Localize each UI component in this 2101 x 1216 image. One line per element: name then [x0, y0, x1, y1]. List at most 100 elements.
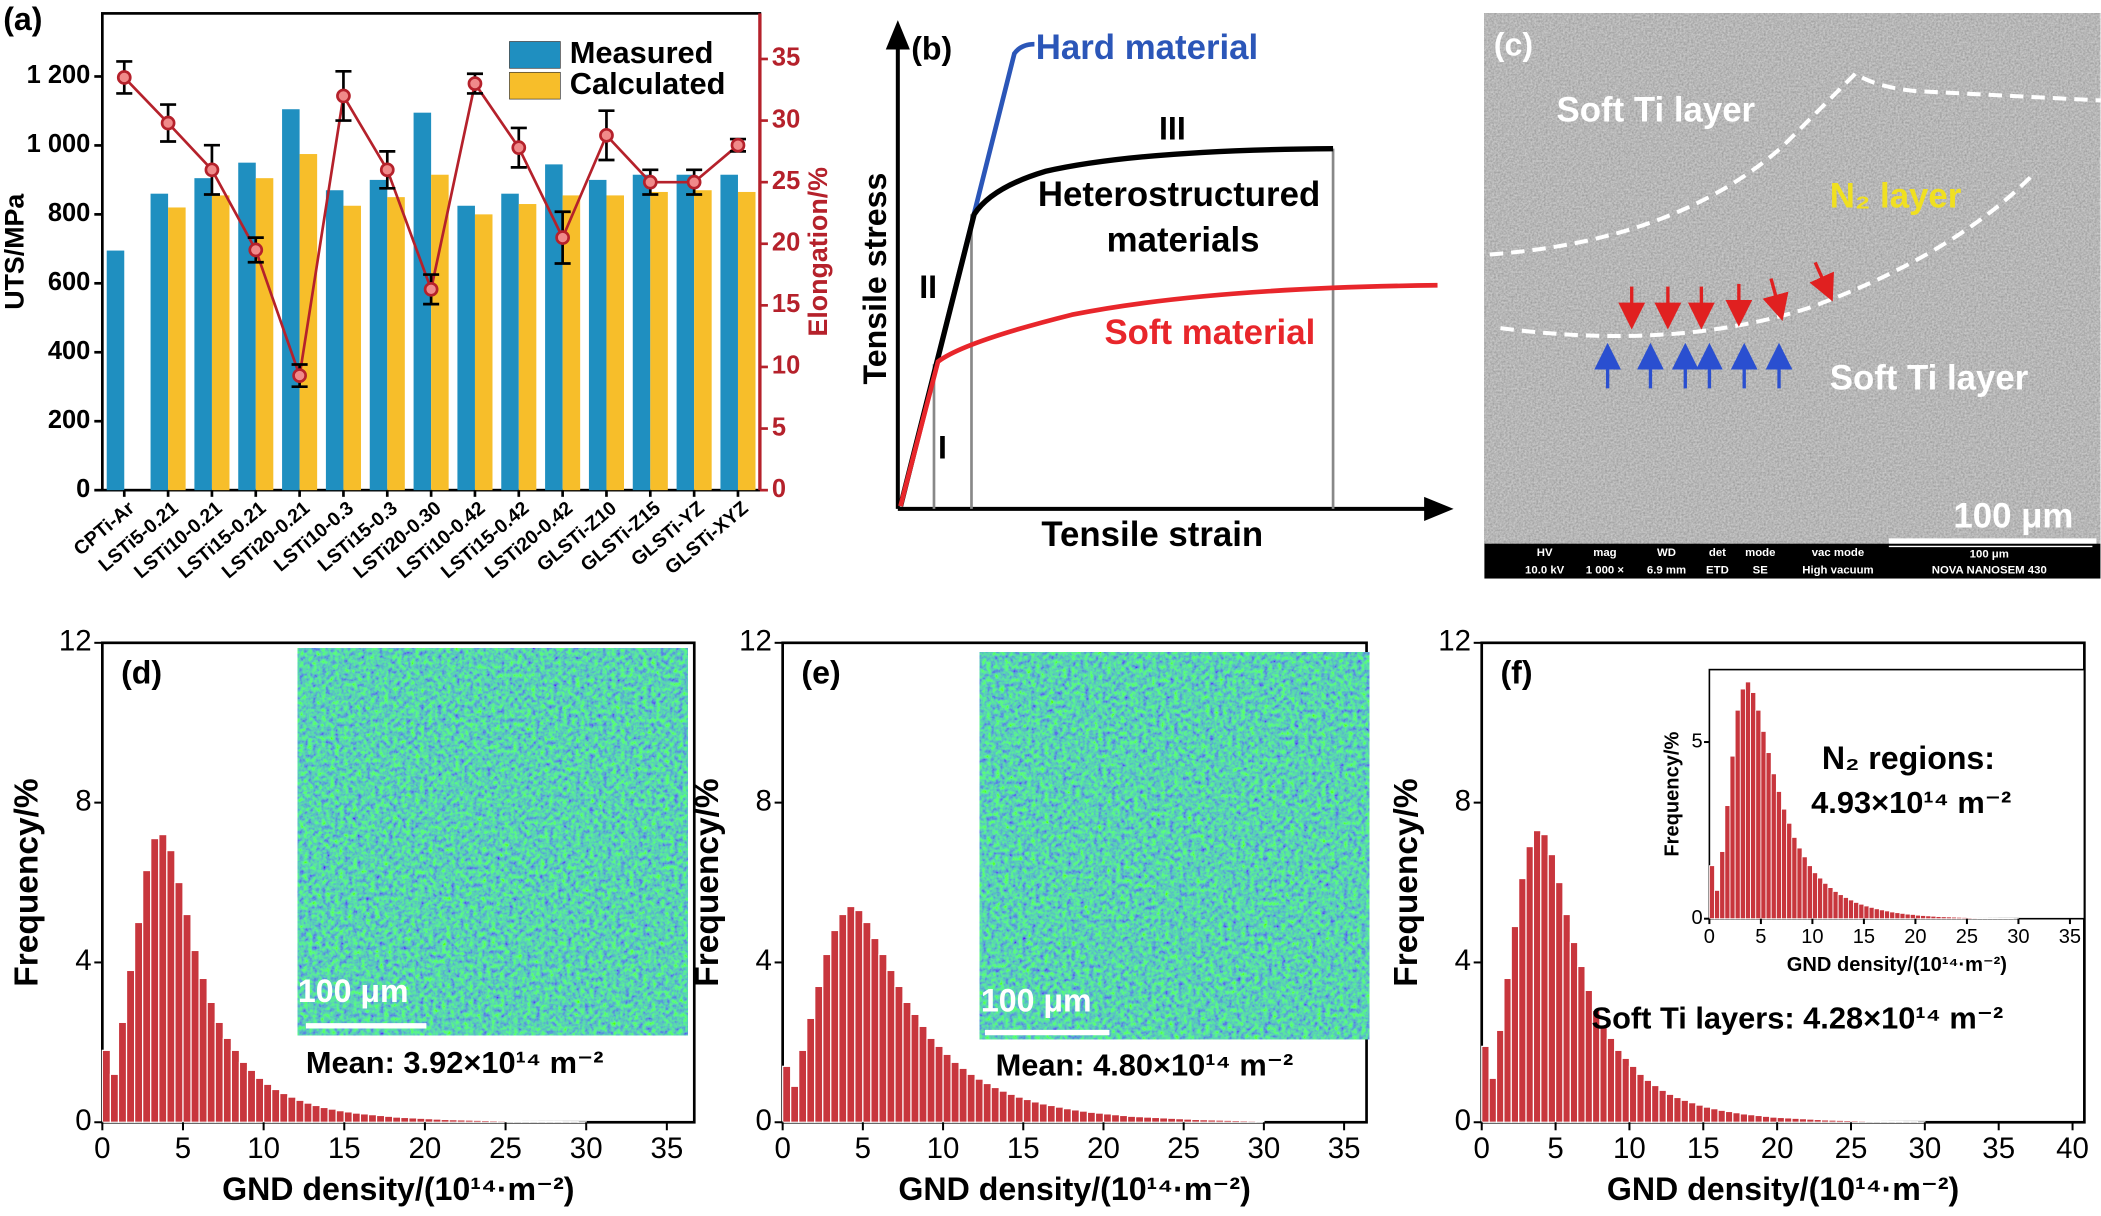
bar	[720, 174, 738, 491]
x-axis-label: GND density/(10¹⁴·m⁻²)	[222, 1171, 574, 1207]
hist-bar	[1889, 911, 1896, 920]
bar	[650, 191, 668, 491]
marker	[423, 281, 439, 297]
hist-bar	[1930, 915, 1937, 920]
y-axis-label: Frequency/%	[1388, 778, 1425, 986]
hist-bar	[1945, 916, 1952, 920]
hist-bar	[246, 1069, 257, 1123]
marker	[467, 76, 483, 91]
bar	[545, 164, 563, 491]
x-tick-label: 35	[1328, 1132, 1361, 1165]
hist-bar	[1191, 1118, 1201, 1123]
hist-bar	[472, 1119, 482, 1123]
x-axis-label: Tensile strain	[1041, 515, 1263, 554]
hist-bar	[214, 1021, 224, 1123]
hist-bar	[1207, 1119, 1217, 1123]
y-tick-label: 4	[1455, 944, 1471, 977]
hist-bar	[830, 929, 840, 1123]
hist-bar	[222, 1037, 232, 1123]
hist-bar	[1961, 917, 1968, 920]
bar	[238, 162, 256, 491]
hist-bar	[1175, 1118, 1185, 1123]
y2-tick-label: 15	[772, 290, 800, 318]
hist-bar	[375, 1114, 386, 1123]
hist-bar	[1006, 1093, 1016, 1123]
y-axis-label: Tensile stress	[857, 173, 893, 385]
hist-bar	[456, 1119, 466, 1123]
info-scale: 100 μm	[1970, 548, 2009, 560]
x-tick-label: 0	[94, 1132, 110, 1165]
hist-bar	[1046, 1104, 1056, 1123]
hist-bar	[383, 1115, 394, 1123]
hist-bar	[990, 1086, 1000, 1123]
hist-bar	[553, 1120, 563, 1123]
bar	[168, 207, 186, 491]
hist-bar	[1746, 1114, 1756, 1123]
soft-curve	[898, 282, 1438, 507]
x-axis-label: GND density/(10¹⁴·m⁻²)	[1607, 1171, 1959, 1207]
hist-bar	[1014, 1096, 1024, 1123]
x-tick-label: 15	[1687, 1132, 1720, 1165]
x-tick-label: 20	[409, 1132, 442, 1165]
marker	[730, 137, 746, 153]
arrow	[1424, 496, 1454, 521]
info-header: mode	[1745, 547, 1775, 559]
y-tick-label: 400	[48, 337, 90, 365]
hist-bar	[279, 1092, 289, 1123]
hist-bar	[287, 1096, 297, 1123]
hist-bar	[1837, 894, 1844, 920]
hist-bar	[1102, 1113, 1113, 1123]
hist-bar	[1796, 847, 1803, 920]
x-tick-label: 5	[855, 1132, 871, 1165]
hist-bar	[1801, 856, 1808, 920]
bar	[106, 250, 125, 491]
info-instrument: NOVA NANOSEM 430	[1932, 565, 2047, 577]
bar	[606, 195, 624, 491]
hist-bar	[1255, 1120, 1265, 1123]
hist-bar	[1062, 1108, 1073, 1123]
micrograph: (c) Soft Ti layer N₂ layer Soft Ti layer…	[1484, 13, 2101, 579]
hist-bar	[311, 1104, 321, 1123]
hist-bar	[1621, 1057, 1631, 1123]
hist-bar	[1884, 910, 1891, 920]
hist-bar	[1038, 1103, 1048, 1123]
hist-bar	[1078, 1110, 1089, 1123]
scale-bar	[1888, 538, 2097, 546]
y-tick-label: 0	[75, 1104, 91, 1137]
x-tick-label: 25	[1956, 926, 1978, 948]
hist-bar	[1606, 1037, 1616, 1123]
boundary	[1489, 71, 2101, 257]
hist-bar	[1850, 1120, 1859, 1123]
hist-bar	[782, 1065, 792, 1123]
hist-bar	[416, 1117, 426, 1123]
hist-bar	[1781, 808, 1788, 920]
hist-bar	[1199, 1119, 1209, 1123]
info-value: High vacuum	[1802, 565, 1873, 577]
red-arrows	[1618, 261, 1834, 330]
bar	[632, 174, 651, 491]
hist-bar	[1827, 887, 1834, 920]
hist-bar	[1848, 899, 1855, 920]
hist-bar	[1813, 1118, 1823, 1123]
hist-bar	[1547, 853, 1557, 1123]
bar	[211, 195, 230, 491]
info-value: 1 000 ×	[1586, 565, 1625, 577]
legend-label: Calculated	[570, 66, 726, 101]
boundary	[1500, 170, 2038, 339]
bar	[501, 193, 519, 491]
marker	[379, 162, 395, 178]
hist-bar	[1599, 1025, 1608, 1123]
marker	[599, 127, 614, 143]
hist-bar	[1791, 837, 1798, 920]
hist-bar	[1614, 1049, 1623, 1123]
label: II	[919, 269, 937, 305]
hist-bar	[488, 1120, 499, 1123]
y-tick-label: 8	[756, 784, 772, 817]
hist-bar	[974, 1078, 984, 1123]
y2-tick-label: 0	[772, 475, 786, 503]
y-tick-label: 0	[1692, 907, 1703, 929]
hist-bar	[1783, 1117, 1793, 1123]
hist-bar	[1239, 1120, 1249, 1123]
hist-bar	[934, 1045, 944, 1123]
hist-bar	[1971, 917, 1978, 920]
